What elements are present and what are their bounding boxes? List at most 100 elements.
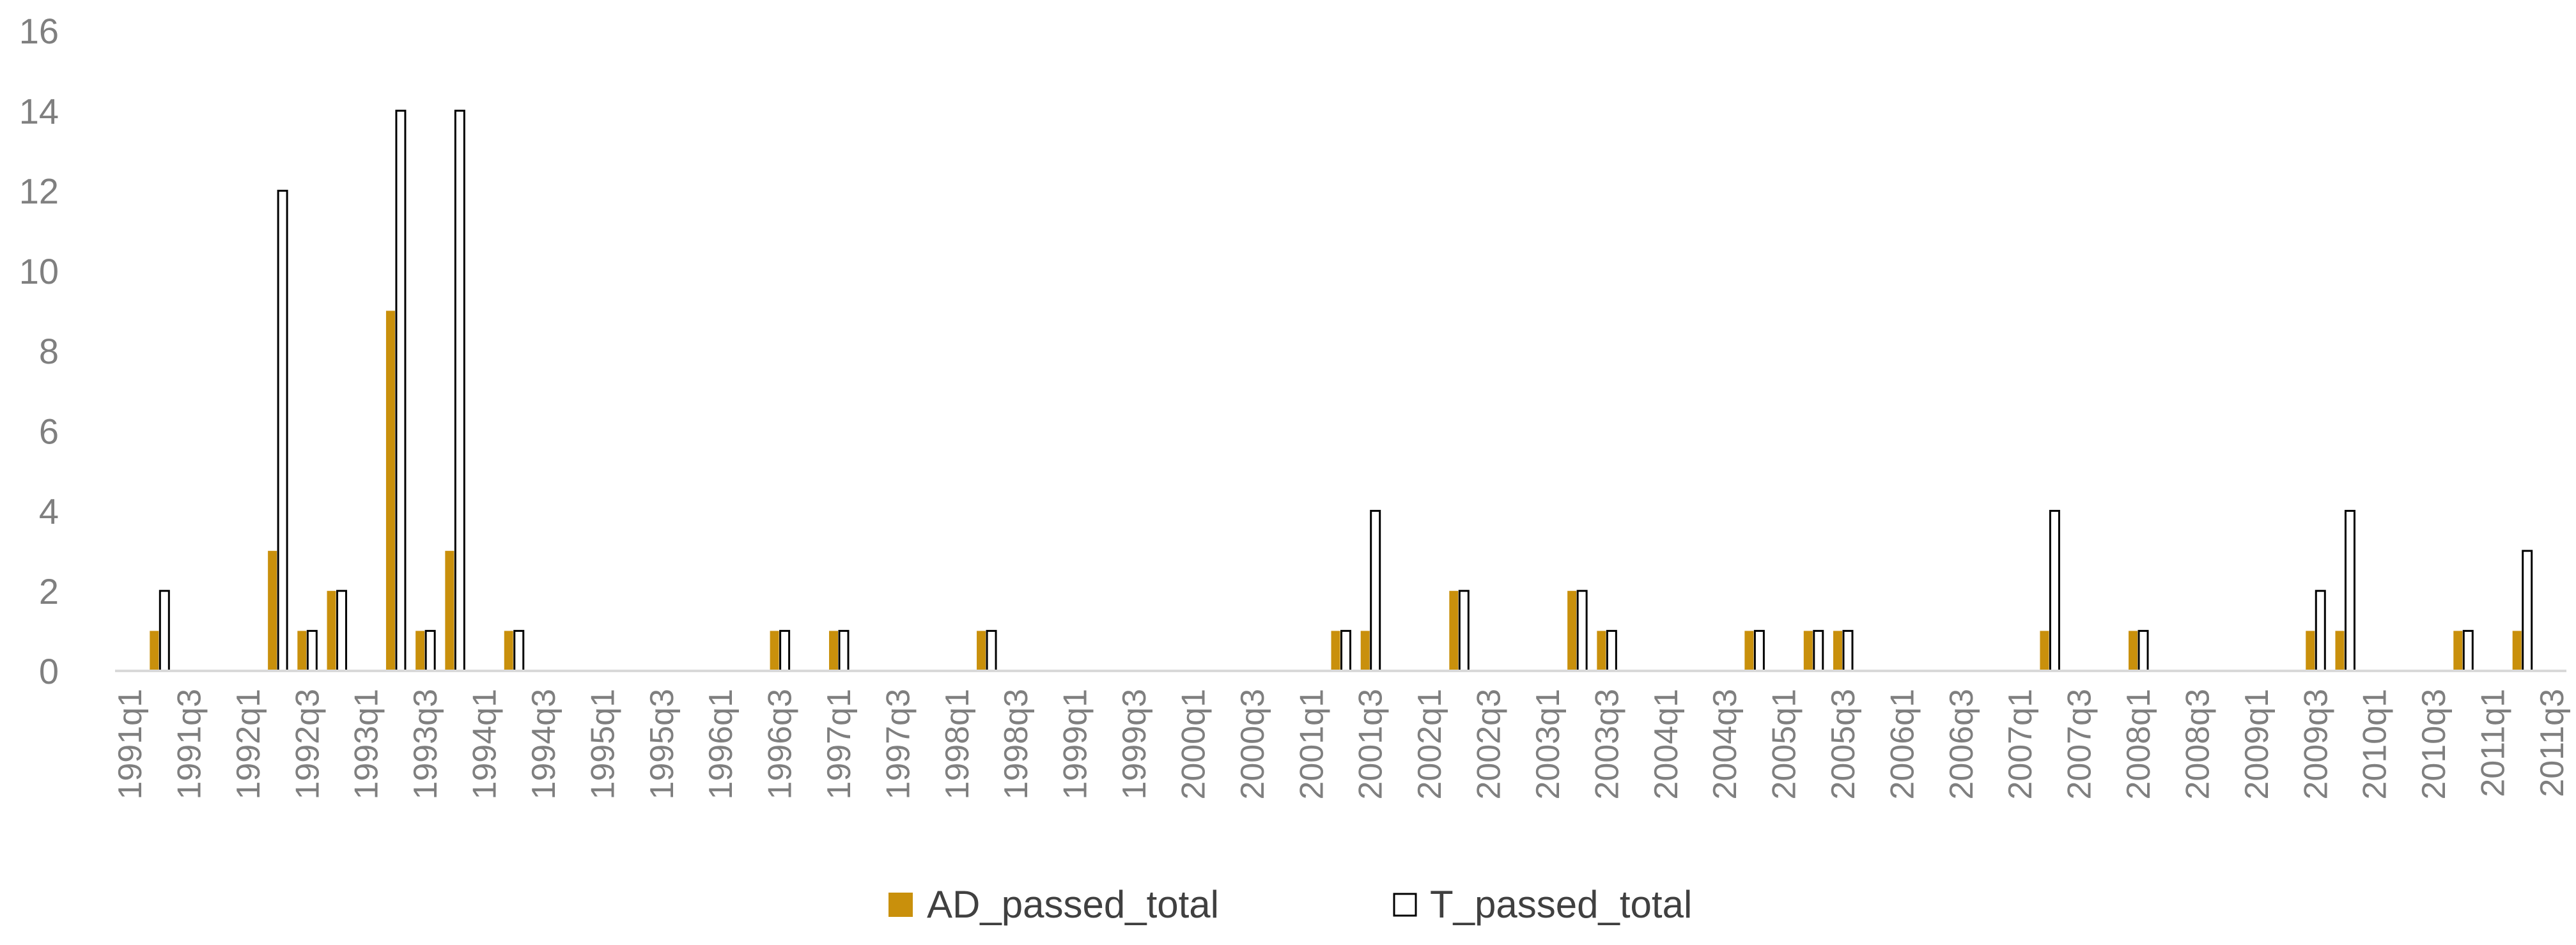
bar-ad-passed: [268, 551, 277, 671]
bar-t-passed: [2049, 510, 2060, 672]
x-tick-label: 1991q3: [171, 689, 208, 800]
bar-t-passed: [2462, 629, 2474, 672]
legend-swatch-t: [1393, 893, 1417, 917]
bar-ad-passed: [1833, 631, 1842, 671]
bar-ad-passed: [150, 631, 159, 671]
bar-t-passed: [1753, 629, 1765, 672]
legend-item-ad: AD_passed_total: [888, 883, 1219, 926]
y-tick-label: 0: [39, 651, 59, 691]
bar-ad-passed: [1744, 631, 1754, 671]
bar-ad-passed: [2335, 631, 2345, 671]
bar-ad-passed: [504, 631, 513, 671]
bar-ad-passed: [2306, 631, 2315, 671]
legend-swatch-ad: [888, 893, 913, 917]
y-tick-label: 16: [19, 11, 59, 51]
bar-t-passed: [779, 629, 791, 672]
bar-ad-passed: [770, 631, 779, 671]
bar-t-passed: [1340, 629, 1351, 672]
bar-ad-passed: [1567, 590, 1577, 671]
y-tick-label: 12: [19, 171, 59, 211]
x-tick-label: 1995q1: [584, 689, 621, 800]
x-tick-label: 2005q1: [1766, 689, 1803, 800]
bar-t-passed: [2522, 549, 2533, 672]
bar-t-passed: [1458, 590, 1470, 672]
bar-t-passed: [1606, 629, 1617, 672]
bar-ad-passed: [1597, 631, 1606, 671]
x-tick-label: 1999q3: [1116, 689, 1153, 800]
x-tick-label: 1993q3: [407, 689, 444, 800]
bar-t-passed: [395, 109, 407, 672]
x-tick-label: 1996q1: [702, 689, 740, 800]
bars: [150, 109, 2533, 672]
x-tick-label: 1995q3: [644, 689, 681, 800]
x-tick-label: 1992q1: [230, 689, 267, 800]
x-tick-label: 2000q3: [1234, 689, 1271, 800]
x-tick-label: 2004q3: [1707, 689, 1744, 800]
bar-ad-passed: [385, 311, 395, 671]
x-tick-label: 1993q1: [348, 689, 385, 800]
bar-t-passed: [838, 629, 850, 672]
y-tick-label: 10: [19, 251, 59, 291]
bar-ad-passed: [977, 631, 986, 671]
bar-t-passed: [1370, 510, 1381, 672]
bar-t-passed: [1813, 629, 1824, 672]
y-tick-label: 8: [39, 331, 59, 371]
x-tick-label: 2004q1: [1648, 689, 1685, 800]
bar-ad-passed: [1331, 631, 1340, 671]
bar-t-passed: [306, 629, 318, 672]
x-tick-label: 2001q3: [1353, 689, 1390, 800]
bar-t-passed: [454, 109, 465, 672]
x-tick-label: 2002q3: [1471, 689, 1508, 800]
legend-label-ad: AD_passed_total: [927, 883, 1219, 926]
x-tick-label: 2000q1: [1175, 689, 1212, 800]
bar-ad-passed: [2040, 631, 2049, 671]
bar-t-passed: [2138, 629, 2149, 672]
y-axis-ticks: 0 2 4 6 8 10 12 14 16: [19, 11, 59, 691]
bar-t-passed: [159, 590, 170, 672]
x-tick-label: 1997q1: [821, 689, 858, 800]
x-tick-label: 1994q1: [467, 689, 504, 800]
legend-item-t: T_passed_total: [1393, 883, 1692, 926]
x-tick-label: 1998q1: [939, 689, 976, 800]
bar-ad-passed: [297, 631, 307, 671]
x-tick-label: 2010q1: [2357, 689, 2394, 800]
x-axis-ticks: 1991q1 1991q3 1992q1 1992q3 1993q1 1993q3 1994…: [112, 689, 2571, 800]
bar-t-passed: [1576, 590, 1588, 672]
bar-t-passed: [513, 629, 525, 672]
x-tick-label: 2007q1: [2002, 689, 2039, 800]
bar-t-passed: [336, 590, 348, 672]
bar-ad-passed: [2512, 631, 2522, 671]
bar-ad-passed: [327, 590, 336, 671]
bar-ad-passed: [2453, 631, 2463, 671]
bar-ad-passed: [829, 631, 839, 671]
x-tick-label: 2009q1: [2238, 689, 2276, 800]
x-tick-label: 2011q1: [2474, 689, 2511, 797]
x-tick-label: 2002q1: [1411, 689, 1448, 800]
bar-ad-passed: [2129, 631, 2138, 671]
x-tick-label: 2003q1: [1530, 689, 1567, 800]
y-tick-label: 6: [39, 411, 59, 451]
x-tick-label: 1994q3: [525, 689, 563, 800]
bar-ad-passed: [1803, 631, 1813, 671]
x-tick-label: 2008q1: [2120, 689, 2157, 800]
x-tick-label: 2001q1: [1293, 689, 1330, 800]
y-tick-label: 2: [39, 571, 59, 611]
bar-ad-passed: [415, 631, 425, 671]
bar-ad-passed: [445, 551, 454, 671]
bar-t-passed: [2315, 590, 2326, 672]
x-tick-label: 1998q3: [998, 689, 1035, 800]
bar-t-passed: [277, 190, 288, 672]
y-tick-label: 4: [39, 491, 59, 532]
x-tick-label: 1996q3: [762, 689, 799, 800]
x-tick-label: 2005q3: [1825, 689, 1862, 800]
bar-ad-passed: [1360, 631, 1370, 671]
x-tick-label: 1991q1: [112, 689, 149, 800]
x-tick-label: 2006q3: [1943, 689, 1980, 800]
bar-t-passed: [1842, 629, 1854, 672]
x-tick-label: 2011q3: [2534, 689, 2571, 797]
bar-t-passed: [424, 629, 436, 672]
legend-label-t: T_passed_total: [1430, 883, 1692, 926]
x-tick-label: 1992q3: [289, 689, 326, 800]
